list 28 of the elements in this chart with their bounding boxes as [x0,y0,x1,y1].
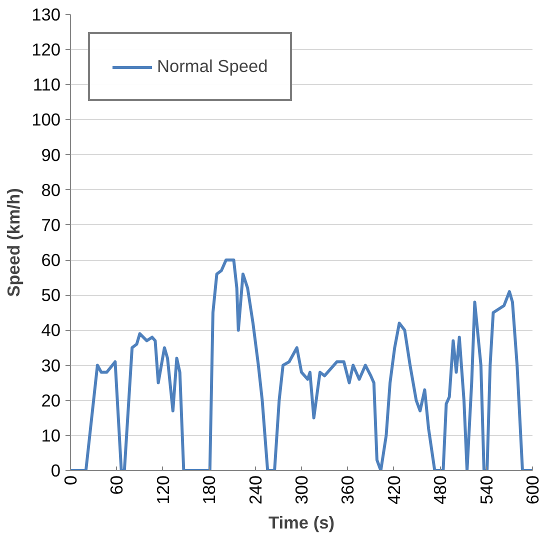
y-tick-label: 0 [50,460,61,480]
x-tick-label: 540 [476,475,496,504]
y-tick-label: 30 [41,355,61,376]
y-tick-label: 50 [41,285,61,306]
x-tick-label: 240 [245,475,266,504]
y-tick-label: 110 [32,74,61,95]
y-tick-label: 40 [41,320,61,340]
x-tick-label: 480 [430,475,450,504]
x-tick-label: 420 [384,475,404,504]
y-tick-label: 70 [41,214,61,235]
y-tick-label: 130 [32,4,61,24]
x-tick-label: 60 [106,475,127,495]
y-tick-label: 60 [41,250,61,270]
y-tick-label: 80 [41,180,61,200]
y-tick-label: 120 [32,40,61,60]
x-tick-label: 360 [338,475,358,504]
y-tick-label: 90 [41,144,61,165]
y-tick-label: 100 [32,110,61,130]
x-tick-label: 600 [522,475,542,504]
legend-label: Normal Speed [157,56,268,77]
y-tick-label: 20 [41,390,61,410]
x-tick-label: 300 [292,475,312,504]
x-tick-label: 0 [60,475,80,486]
x-tick-label: 180 [199,475,220,504]
y-axis-title: Speed (km/h) [4,188,24,297]
x-tick-label: 120 [152,475,173,504]
y-tick-label: 10 [41,425,61,446]
x-axis-title: Time (s) [268,512,335,532]
